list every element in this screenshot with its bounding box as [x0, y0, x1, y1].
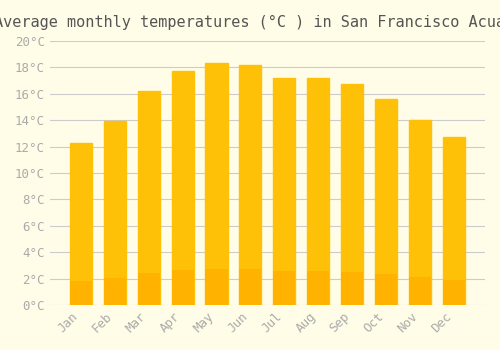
Bar	[172, 71, 194, 305]
Bar	[443, 280, 465, 305]
Bar	[138, 91, 160, 305]
Bar	[375, 274, 398, 305]
Bar	[206, 269, 228, 305]
Bar	[172, 270, 194, 305]
Bar	[342, 84, 363, 305]
Bar	[409, 120, 432, 305]
Bar	[274, 78, 295, 305]
Bar	[375, 99, 398, 305]
Bar	[240, 65, 262, 305]
Bar	[443, 137, 465, 305]
Bar	[104, 121, 126, 305]
Bar	[308, 78, 330, 305]
Bar	[138, 273, 160, 305]
Bar	[70, 142, 92, 305]
Bar	[70, 281, 92, 305]
Title: Average monthly temperatures (°C ) in San Francisco Acuautla: Average monthly temperatures (°C ) in Sa…	[0, 15, 500, 30]
Bar	[104, 278, 126, 305]
Bar	[409, 277, 432, 305]
Bar	[206, 63, 228, 305]
Bar	[240, 269, 262, 305]
Bar	[308, 271, 330, 305]
Bar	[274, 271, 295, 305]
Bar	[342, 272, 363, 305]
